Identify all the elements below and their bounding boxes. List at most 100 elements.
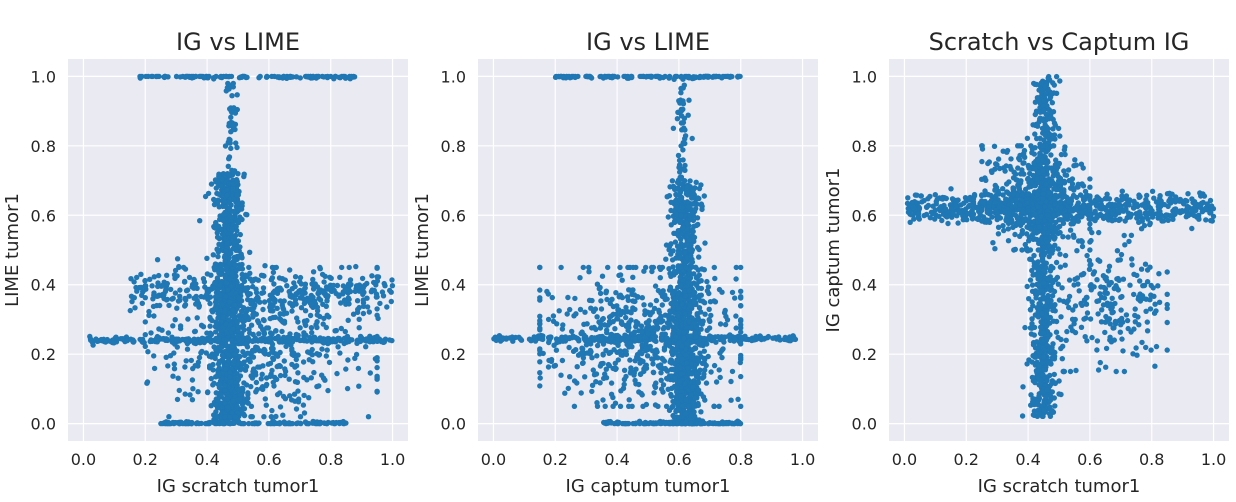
scatter-point [577, 275, 583, 281]
scatter-point [369, 287, 375, 293]
scatter-point [658, 377, 664, 383]
scatter-point [192, 328, 198, 334]
scatter-point [567, 374, 573, 380]
scatter-point [346, 264, 352, 271]
scatter-point [750, 337, 757, 343]
scatter-point [199, 335, 205, 341]
scatter-point [289, 308, 295, 314]
scatter-point [380, 339, 387, 345]
scatter-point [355, 365, 362, 372]
y-axis-label: LIME tumor1 [2, 193, 23, 307]
scatter-point [705, 420, 711, 427]
scatter-point [682, 419, 689, 426]
scatter-point [227, 420, 233, 427]
scatter-point [222, 387, 228, 393]
scatter-point [240, 323, 247, 329]
scatter-point [353, 263, 359, 270]
scatter-point [287, 291, 293, 297]
scatter-point [172, 317, 178, 323]
scatter-point [679, 403, 686, 409]
y-tick-label: 0.0 [441, 415, 466, 434]
scatter-point [226, 156, 232, 162]
x-tick-label: 0.8 [318, 450, 343, 469]
scatter-point [565, 294, 571, 301]
scatter-point [316, 383, 322, 389]
scatter-point [614, 420, 621, 427]
scatter-point [576, 338, 582, 344]
scatter-point [606, 314, 613, 320]
scatter-point [689, 135, 695, 142]
scatter-point [226, 275, 233, 282]
scatter-point [623, 348, 629, 355]
scatter-point [676, 329, 682, 336]
scatter-point [697, 367, 703, 373]
scatter-point [239, 365, 245, 371]
scatter-point [698, 326, 704, 332]
scatter-point [230, 307, 236, 313]
scatter-point [651, 305, 658, 312]
scatter-point [608, 380, 615, 386]
scatter-point [111, 340, 117, 346]
scatter-point [306, 357, 312, 363]
scatter-point [558, 264, 564, 271]
scatter-point [677, 169, 683, 175]
scatter-point [301, 392, 307, 399]
scatter-point [1120, 196, 1126, 202]
scatter-point [261, 299, 268, 305]
scatter-point [648, 73, 654, 80]
scatter-point [942, 206, 949, 212]
scatter-point [355, 306, 361, 313]
scatter-point [293, 291, 299, 297]
scatter-point [642, 311, 648, 318]
scatter-point [328, 275, 334, 281]
scatter-point [222, 235, 229, 242]
scatter-point [699, 206, 705, 213]
scatter-point [271, 383, 277, 389]
scatter-point [647, 312, 653, 318]
scatter-point [684, 364, 691, 371]
scatter-point [683, 397, 689, 403]
scatter-point [294, 315, 300, 321]
scatter-point [258, 376, 264, 382]
scatter-point [652, 402, 659, 408]
scatter-point [261, 349, 267, 356]
scatter-point [224, 192, 230, 199]
scatter-point [212, 323, 219, 330]
scatter-point [286, 335, 292, 341]
scatter-point [626, 320, 632, 326]
x-tick-label: 0.0 [892, 450, 917, 469]
scatter-point [276, 74, 282, 81]
scatter-point [277, 404, 284, 410]
scatter-point [686, 318, 692, 325]
scatter-point [327, 286, 333, 293]
scatter-point [1151, 195, 1157, 201]
scatter-point [562, 334, 569, 340]
scatter-point [702, 397, 708, 403]
scatter-point [638, 390, 644, 397]
scatter-point [695, 195, 701, 201]
x-tick-label: 0.2 [543, 450, 568, 469]
scatter-point [617, 264, 623, 271]
scatter-point [667, 359, 673, 365]
scatter-point [151, 353, 157, 359]
scatter-point [696, 272, 702, 278]
scatter-point [210, 382, 216, 388]
scatter-point [212, 280, 218, 286]
scatter-point [230, 208, 237, 215]
scatter-point [649, 356, 655, 362]
scatter-point [688, 420, 694, 427]
scatter-point [707, 299, 714, 305]
scatter-point [652, 283, 659, 289]
scatter-point [287, 267, 293, 273]
scatter-point [227, 322, 233, 328]
scatter-point [280, 412, 286, 418]
scatter-point [231, 169, 237, 175]
scatter-point [293, 356, 299, 363]
scatter-point [517, 336, 523, 342]
scatter-point [643, 365, 649, 371]
scatter-point [770, 335, 776, 341]
scatter-point [599, 335, 605, 342]
scatter-point [681, 335, 687, 342]
scatter-point [180, 420, 186, 427]
scatter-point [228, 145, 234, 152]
